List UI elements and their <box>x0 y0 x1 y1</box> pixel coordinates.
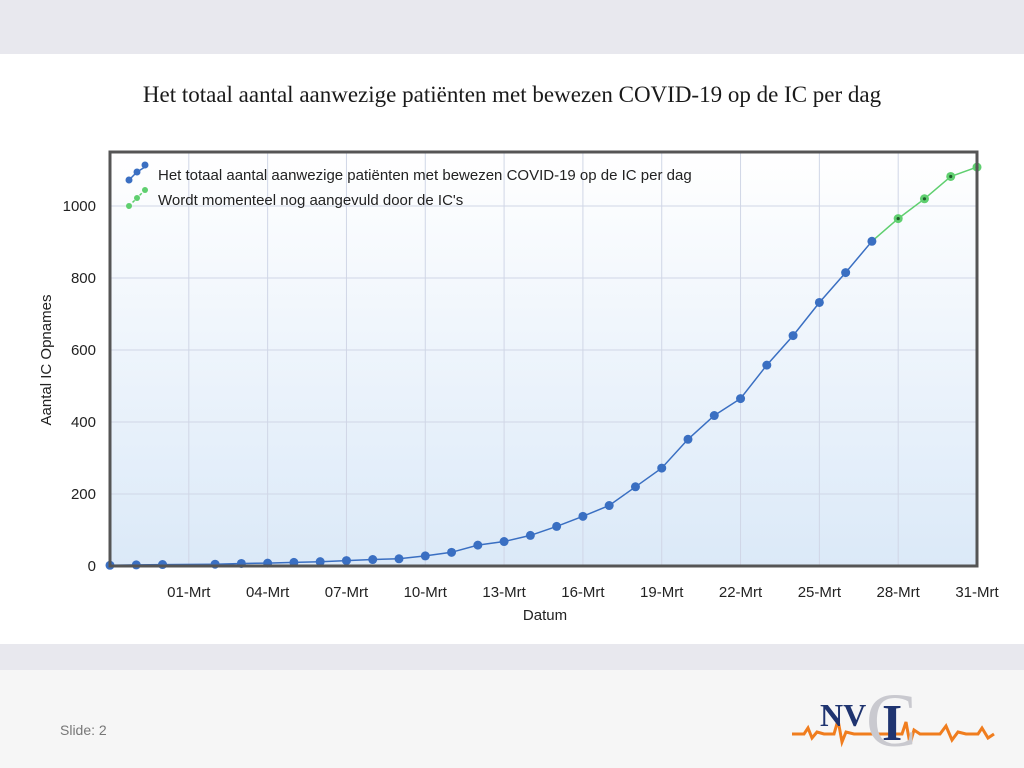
legend-icon-confirmed <box>125 161 149 184</box>
data-point-confirmed <box>578 511 588 521</box>
x-tick-label: 28-Mrt <box>877 584 921 601</box>
x-tick-label: 10-Mrt <box>404 584 448 601</box>
y-tick-label: 200 <box>71 486 96 503</box>
x-tick-label: 25-Mrt <box>798 584 842 601</box>
x-tick-label: 22-Mrt <box>719 584 763 601</box>
data-point-confirmed <box>683 434 693 444</box>
data-point-confirmed <box>315 557 325 567</box>
nvic-logo: C NV I <box>792 682 995 754</box>
logo-nv-letters: NV <box>820 697 866 733</box>
data-point-confirmed <box>368 555 378 565</box>
data-point-confirmed <box>841 268 851 278</box>
chart: 0 200 400 600 800 1000 01-Mrt 04-Mrt 07-Mrt 10-M… <box>38 150 999 624</box>
y-tick-label: 0 <box>88 558 96 575</box>
data-point-confirmed <box>657 463 667 473</box>
x-axis-label: Datum <box>523 607 567 624</box>
y-axis-label: Aantal IC Opnames <box>38 295 55 426</box>
data-point-confirmed <box>420 551 430 561</box>
data-point-pending-core <box>896 217 900 221</box>
data-point-confirmed <box>709 411 719 421</box>
data-point-confirmed <box>788 331 798 341</box>
x-tick-label: 13-Mrt <box>482 584 526 601</box>
logo-pulse-line <box>792 719 995 748</box>
data-point-confirmed <box>604 501 614 511</box>
y-tick-label: 600 <box>71 342 96 359</box>
x-tick-label: 16-Mrt <box>561 584 605 601</box>
data-point-confirmed <box>736 394 746 404</box>
data-point-confirmed <box>762 360 772 370</box>
data-point-confirmed <box>394 554 404 564</box>
x-tick-labels: 01-Mrt 04-Mrt 07-Mrt 10-Mrt 13-Mrt 16-Mrt 19-M… <box>167 584 999 601</box>
data-point-pending-core <box>922 197 927 201</box>
y-tick-labels: 0 200 400 600 800 1000 <box>63 198 96 575</box>
logo-i-letter: I <box>882 695 902 752</box>
data-point-confirmed <box>630 482 640 492</box>
x-tick-label: 19-Mrt <box>640 584 684 601</box>
slide-footer <box>0 670 1024 768</box>
data-point-confirmed <box>525 530 535 540</box>
data-point-confirmed <box>814 297 824 307</box>
legend-icon-pending <box>126 187 148 209</box>
plot-area <box>110 152 977 566</box>
data-point-confirmed <box>552 521 562 531</box>
data-point-pending-core <box>949 174 953 179</box>
data-point-confirmed <box>499 537 509 547</box>
data-point-confirmed <box>341 556 351 566</box>
plot-border <box>108 150 979 568</box>
legend: Het totaal aantal aanwezige patiënten me… <box>125 161 692 209</box>
y-tick-label: 400 <box>71 414 96 431</box>
y-tick-label: 1000 <box>63 198 96 215</box>
top-band <box>0 0 1024 54</box>
bottom-band <box>0 644 1024 670</box>
x-tick-label: 01-Mrt <box>167 584 211 601</box>
data-point-confirmed <box>867 236 877 246</box>
x-tick-label: 07-Mrt <box>325 584 369 601</box>
data-point-confirmed <box>473 540 483 550</box>
y-tick-label: 800 <box>71 270 96 287</box>
slide-number: Slide: 2 <box>60 722 107 738</box>
slide-title: Het totaal aantal aanwezige patiënten me… <box>142 82 882 107</box>
legend-label-confirmed: Het totaal aantal aanwezige patiënten me… <box>158 167 692 184</box>
logo-c-letter: C <box>866 682 917 754</box>
legend-label-pending: Wordt momenteel nog aangevuld door de IC… <box>158 192 463 209</box>
x-tick-label: 04-Mrt <box>246 584 290 601</box>
data-point-confirmed <box>447 547 457 557</box>
x-tick-label: 31-Mrt <box>955 584 999 601</box>
